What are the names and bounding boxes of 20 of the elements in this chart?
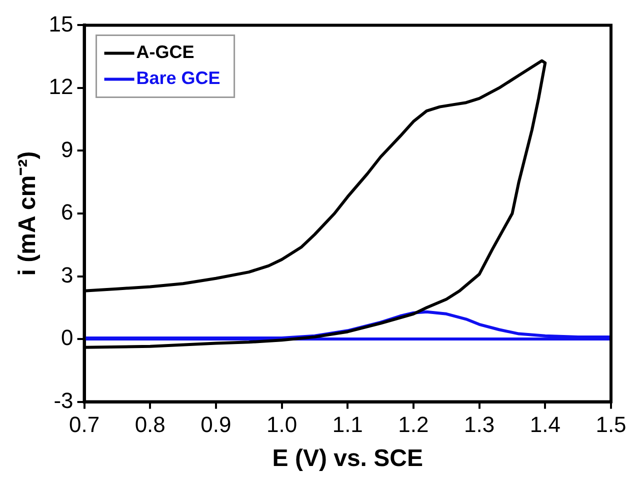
x-tick-label: 0.7 bbox=[68, 412, 100, 438]
x-axis-title: E (V) vs. SCE bbox=[272, 445, 423, 472]
y-tick-label: 12 bbox=[48, 74, 74, 100]
y-tick-label: 6 bbox=[61, 200, 74, 225]
y-tick-label: -3 bbox=[54, 388, 74, 413]
y-tick-label: 3 bbox=[61, 262, 74, 288]
x-tick-label: 1.1 bbox=[332, 412, 363, 438]
y-tick-label: 15 bbox=[48, 11, 74, 36]
x-tick-label: 1.3 bbox=[464, 412, 495, 438]
x-tick-label: 1.0 bbox=[266, 412, 298, 438]
y-axis-title: i (mA cm⁻²) bbox=[14, 151, 42, 276]
x-tick-label: 1.4 bbox=[530, 412, 560, 438]
x-tick-label: 0.9 bbox=[200, 412, 232, 438]
legend-label: A-GCE bbox=[136, 42, 194, 62]
legend-label: Bare GCE bbox=[136, 68, 220, 88]
x-tick-label: 1.5 bbox=[596, 412, 626, 438]
y-tick-label: 0 bbox=[61, 325, 74, 350]
x-tick-label: 0.8 bbox=[134, 412, 166, 438]
y-tick-label: 9 bbox=[61, 136, 74, 162]
x-tick-label: 1.2 bbox=[398, 412, 429, 438]
